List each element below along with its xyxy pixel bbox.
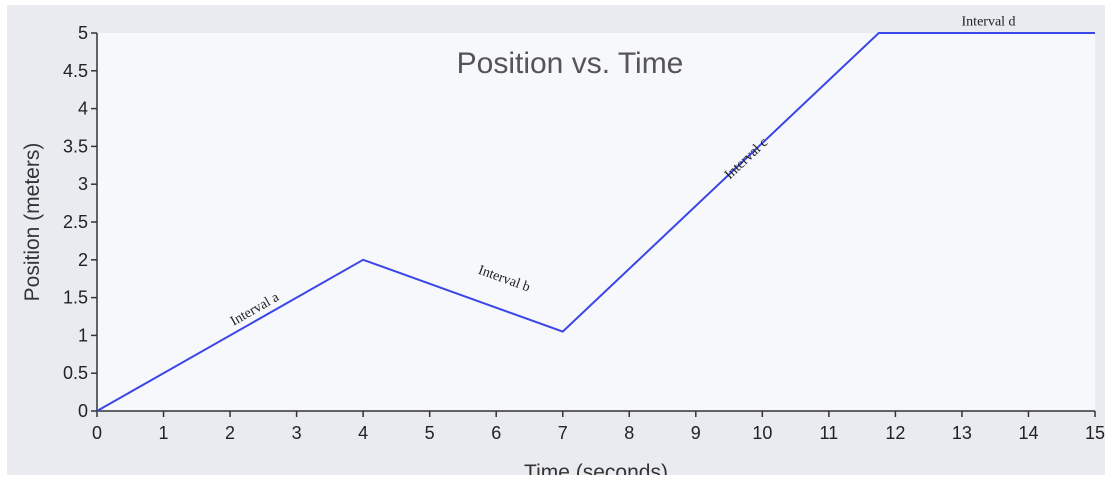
position-time-chart: 00.511.522.533.544.550 1 2 3 4 5 6 7 8 9 10 11 12 13 1… [21,14,1105,475]
x-tick-label: 14 [1018,423,1038,443]
y-axis-title: Position (meters) [21,143,44,302]
x-tick-label: 7 [558,423,568,443]
chart-frame: 0 0.5 1 1.5 2 2.5 3 3.5 4 4.5 5 0 1 2 3 4 5 6 7 8 9 10 11 12 13 1… [7,5,1105,475]
y-tick-label: 3 [78,174,88,194]
x-tick-label: 12 [885,423,905,443]
y-tick-label: 2 [78,250,88,270]
y-tick-label: 5 [78,23,88,43]
x-tick-label: 4 [358,423,368,443]
x-tick-label: 3 [292,423,302,443]
x-tick-label: 10 [752,423,772,443]
x-tick-label: 11 [820,423,839,443]
chart-title: Position vs. Time [457,47,684,80]
x-tick-label: 8 [624,423,634,443]
series-line [96,32,1095,412]
x-tick-label: 2 [225,423,235,443]
x-tick-label: 6 [491,423,501,443]
y-tick-label: 2.5 [63,212,88,232]
plot-area [97,33,1095,411]
y-tick-label: 0.5 [63,363,88,383]
x-tick-label: 0 [92,423,102,443]
x-tick-label: 5 [425,423,435,443]
y-tick-label: 4 [78,99,88,119]
x-tick-label: 15 [1085,423,1105,443]
y-tick-label: 0 [78,401,88,421]
y-tick-label: 3.5 [63,136,88,156]
y-tick-label: 4.5 [63,61,88,81]
x-tick-label: 9 [691,423,701,443]
x-tick-label: 13 [952,423,972,443]
x-axis-title: Time (seconds) [524,461,668,475]
interval-label: Interval d [962,14,1016,29]
y-tick-label: 1.5 [63,288,88,308]
y-tick-label: 1 [78,325,88,345]
x-tick-label: 1 [159,423,169,443]
